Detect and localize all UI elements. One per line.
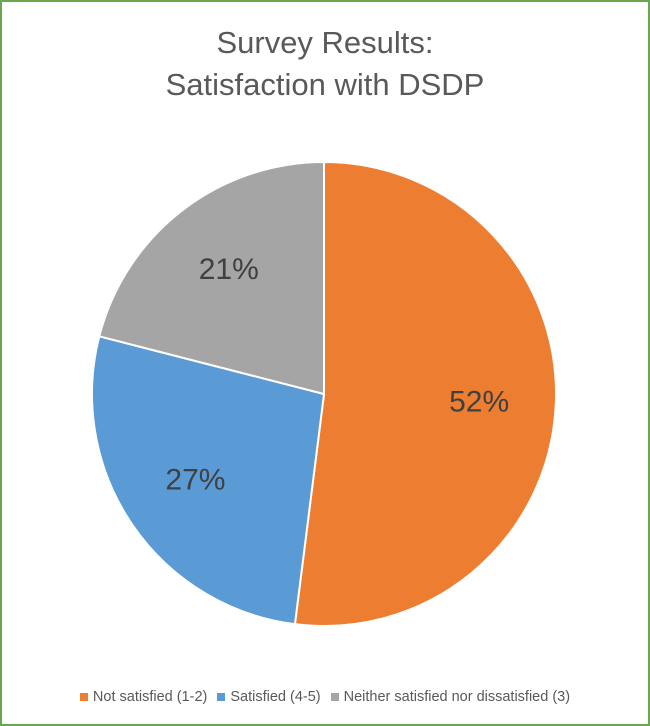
data-label-neither: 21%	[199, 253, 259, 286]
legend-swatch-not-satisfied	[79, 693, 88, 701]
chart-title-line-1: Survey Results:	[216, 25, 434, 60]
pie-slice-neither	[98, 160, 325, 396]
legend-item-not-satisfied: Not satisfied (1-2)	[79, 689, 208, 705]
legend-item-satisfied: Satisfied (4-5)	[217, 689, 321, 705]
legend-item-neither: Neither satisfied nor dissatisfied (3)	[330, 689, 571, 705]
pie-slices	[91, 160, 557, 627]
legend-swatch-neither	[330, 693, 339, 701]
legend-label-satisfied: Satisfied (4-5)	[230, 689, 321, 705]
pie-slice-not-satisfied	[293, 160, 557, 627]
legend-label-not-satisfied: Not satisfied (1-2)	[92, 689, 208, 705]
chart-title: Survey Results: Satisfaction with DSDP	[2, 22, 648, 106]
chart-legend: Not satisfied (1-2) Satisfied (4-5) Neit…	[2, 689, 648, 705]
legend-swatch-satisfied	[217, 693, 226, 701]
legend-label-neither: Neither satisfied nor dissatisfied (3)	[343, 689, 571, 705]
data-label-not-satisfied: 52%	[449, 386, 509, 419]
chart-title-line-2: Satisfaction with DSDP	[165, 67, 485, 102]
pie-slice-satisfied	[91, 335, 326, 626]
data-label-satisfied: 27%	[165, 463, 225, 496]
pie-data-labels: 52% 27% 21%	[165, 253, 509, 496]
